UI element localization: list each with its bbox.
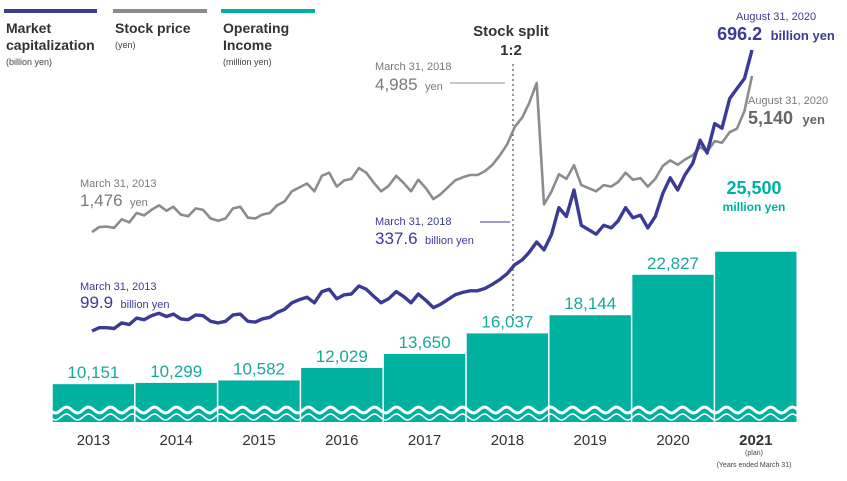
annotation-stock-2020-text: 5,140 yen: [748, 108, 825, 128]
legend-title-operating-income-1: Operating: [223, 20, 289, 36]
year-label-2016: 2016: [325, 432, 358, 449]
legend-title-stock-price: Stock price: [115, 20, 191, 36]
legend-operating-income: Operating Income (million yen): [221, 9, 315, 67]
annotation-mcap-2020-date: August 31, 2020: [736, 11, 816, 23]
bar-wave-2: [49, 413, 801, 421]
year-label-2013: 2013: [77, 432, 110, 449]
bar-label-2018: 16,037: [481, 312, 533, 331]
bar-2015: [218, 380, 300, 422]
year-labels: 2013 2014 2015 2016 2017 2018 2019 2020 2021: [77, 432, 773, 449]
stock-split-title: Stock split: [473, 23, 549, 40]
legend-title-operating-income-2: Income: [223, 37, 272, 53]
stock-split: Stock split 1:2: [473, 23, 549, 320]
market-cap-line: [91, 49, 754, 333]
legend-unit-stock-price: (yen): [115, 40, 136, 50]
annotation-stock-2013-text: 1,476 yen: [80, 191, 148, 210]
year-label-2021: 2021: [739, 432, 772, 449]
stock-price-line: [91, 75, 754, 234]
legend-market-cap: Market capitalization (billion yen): [4, 9, 97, 67]
annotation-stock-2013-date: March 31, 2013: [80, 178, 156, 190]
annotation-mcap-2018-date: March 31, 2018: [375, 216, 451, 228]
legend-swatch-market-cap: [4, 9, 97, 13]
annotation-stock-2013-unit: yen: [130, 197, 148, 209]
annotation-mcap-2013-date: March 31, 2013: [80, 281, 156, 293]
annotation-stock-2018-text: 4,985 yen: [375, 75, 443, 94]
year-label-2018: 2018: [491, 432, 524, 449]
annotation-mcap-2018-value: 337.6: [375, 229, 418, 248]
annotation-mcap-2013: March 31, 2013 99.9 billion yen: [80, 281, 169, 312]
legend-stock-price: Stock price (yen): [113, 9, 207, 50]
annotation-stock-2013-value: 1,476: [80, 191, 123, 210]
waves: [49, 405, 801, 421]
annotation-stock-2020: August 31, 2020 5,140 yen: [748, 95, 828, 128]
legend-title-market-cap-2: capitalization: [6, 37, 95, 53]
annotation-mcap-2018-text: 337.6 billion yen: [375, 229, 474, 248]
bar-label-2019: 18,144: [564, 294, 616, 313]
annotation-plan-2021: 25,500 million yen: [723, 178, 786, 214]
annotation-mcap-2020-unit: billion yen: [771, 28, 835, 43]
year-label-2020: 2020: [656, 432, 689, 449]
plan-unit: million yen: [723, 200, 786, 214]
bar-label-2020: 22,827: [647, 254, 699, 273]
legend-swatch-stock-price: [113, 9, 207, 13]
bar-label-2014: 10,299: [150, 362, 202, 381]
annotation-stock-2018: March 31, 2018 4,985 yen: [375, 61, 451, 94]
annotation-mcap-2020-text: 696.2 billion yen: [717, 24, 835, 44]
legend-unit-operating-income: (million yen): [223, 57, 272, 67]
annotation-stock-2018-unit: yen: [425, 81, 443, 93]
legend-unit-market-cap: (billion yen): [6, 57, 52, 67]
bar-label-2016: 12,029: [316, 347, 368, 366]
plan-note: (plan): [745, 450, 763, 457]
plan-value: 25,500: [726, 178, 781, 198]
annotation-stock-2020-value: 5,140: [748, 108, 793, 128]
legend-swatch-operating-income: [221, 9, 315, 13]
bar-2021: [715, 251, 797, 422]
annotation-mcap-2013-value: 99.9: [80, 293, 113, 312]
annotation-mcap-2018: March 31, 2018 337.6 billion yen: [375, 216, 474, 248]
year-label-2017: 2017: [408, 432, 441, 449]
annotation-mcap-2013-unit: billion yen: [121, 299, 170, 311]
stock-split-ratio: 1:2: [500, 42, 522, 59]
bar-2020: [632, 274, 714, 422]
bar-label-2015: 10,582: [233, 359, 285, 378]
annotation-mcap-2020-value: 696.2: [717, 24, 762, 44]
bar-label-2013: 10,151: [67, 363, 119, 382]
annotation-stock-2013: March 31, 2013 1,476 yen: [80, 178, 156, 210]
annotation-stock-2020-unit: yen: [803, 112, 825, 127]
year-label-2019: 2019: [574, 432, 607, 449]
bar-2014: [135, 382, 217, 422]
bar-labels: 10,151 10,299 10,582 12,029 13,650 16,037 18,1…: [67, 254, 699, 382]
annotation-mcap-2020: August 31, 2020 696.2 billion yen: [717, 11, 835, 44]
legend: Market capitalization (billion yen) Stoc…: [4, 9, 315, 67]
annotation-mcap-2018-unit: billion yen: [425, 235, 474, 247]
annotation-stock-2018-value: 4,985: [375, 75, 418, 94]
annotation-stock-2018-date: March 31, 2018: [375, 61, 451, 73]
legend-title-market-cap-1: Market: [6, 20, 51, 36]
bar-label-2017: 13,650: [399, 333, 451, 352]
year-label-2014: 2014: [160, 432, 193, 449]
year-label-2015: 2015: [242, 432, 275, 449]
bar-wave-1: [49, 405, 801, 415]
bar-2019: [549, 315, 631, 422]
annotation-stock-2020-date: August 31, 2020: [748, 95, 828, 107]
footnote-years: (Years ended March 31): [717, 462, 792, 469]
annotation-mcap-2013-text: 99.9 billion yen: [80, 293, 169, 312]
